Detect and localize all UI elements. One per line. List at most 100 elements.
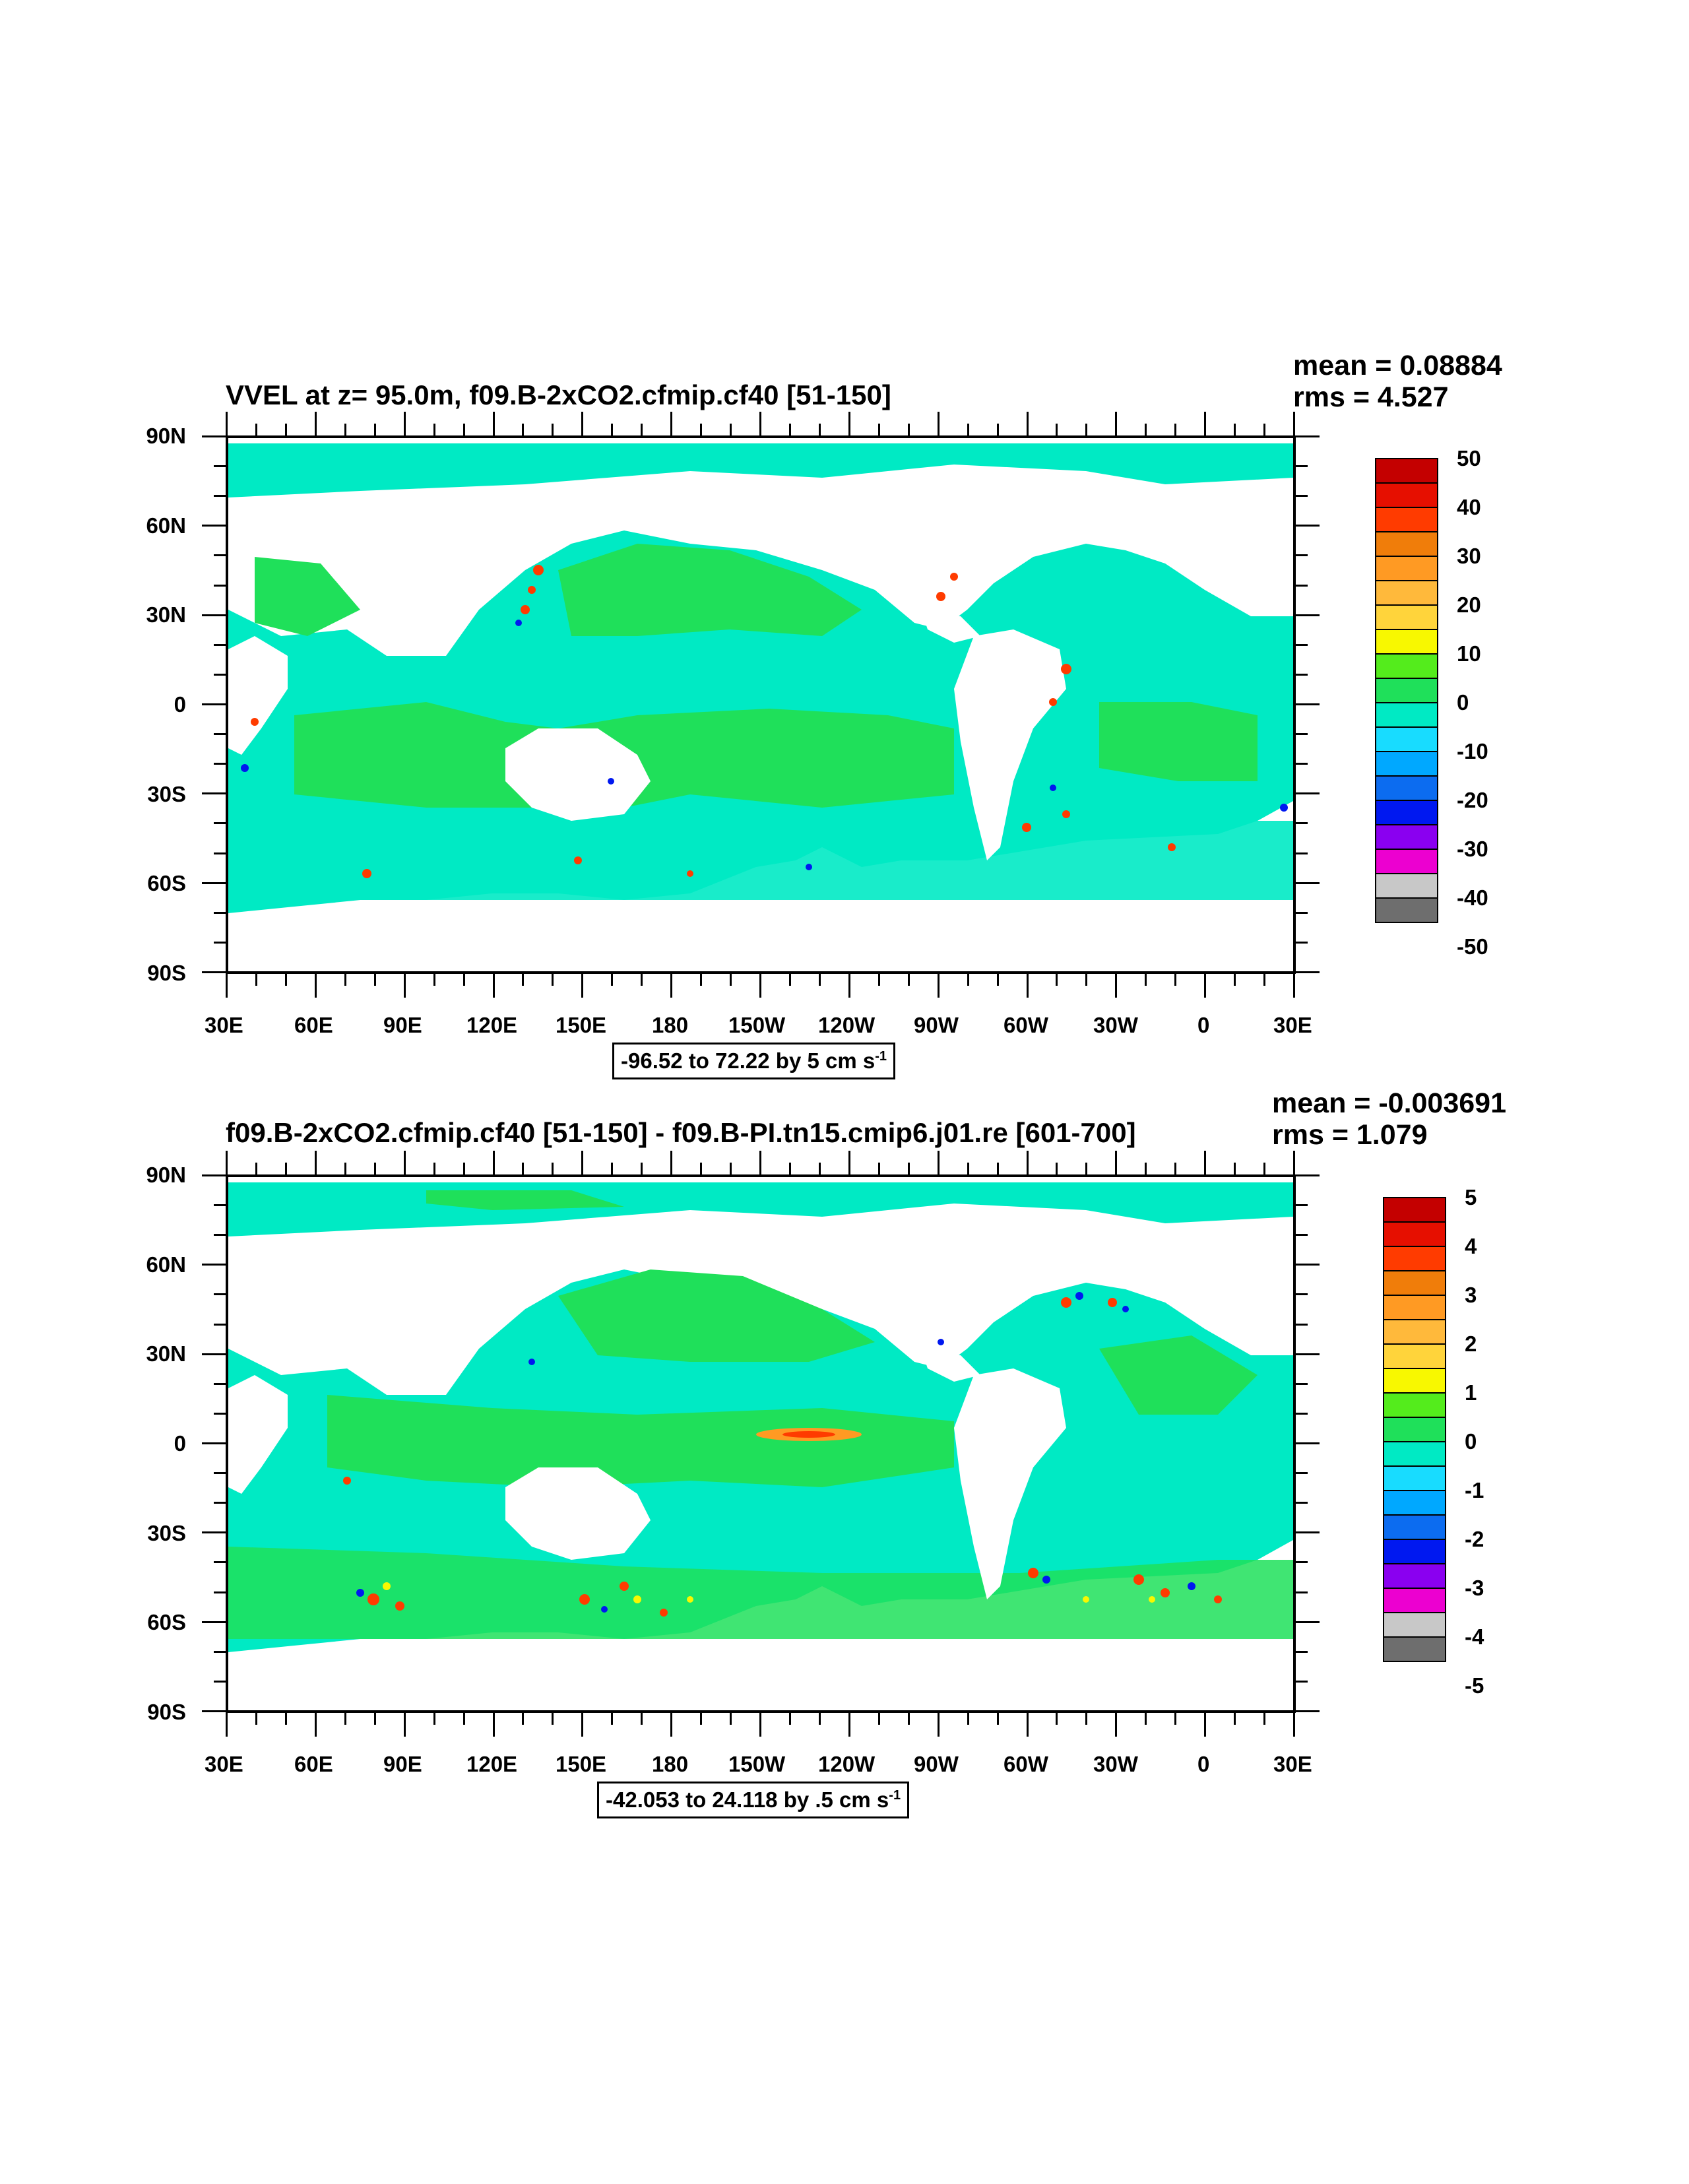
axis-tick: [1085, 1163, 1088, 1174]
axis-tick: [226, 412, 228, 435]
panel2-lon-label: 30E: [205, 1752, 243, 1776]
axis-tick: [403, 1713, 406, 1737]
axis-tick: [877, 1713, 880, 1725]
panel2-lon-label: 30W: [1093, 1752, 1138, 1776]
colorbar-label: -1: [1465, 1478, 1484, 1502]
axis-tick: [1296, 1382, 1308, 1385]
axis-tick: [202, 614, 226, 616]
colorbar-label: 50: [1457, 446, 1481, 470]
axis-tick: [226, 974, 228, 998]
panel2-lon-label: 90E: [383, 1752, 422, 1776]
colorbar-swatch: [1383, 1295, 1446, 1320]
colorbar-label: 40: [1457, 495, 1481, 519]
colorbar-label: -10: [1457, 739, 1488, 763]
panel1-lon-label: 30W: [1093, 1013, 1138, 1037]
colorbar-swatch: [1383, 1612, 1446, 1638]
panel2-lat-label: 0: [174, 1431, 186, 1456]
panel1-lat-label: 90S: [147, 961, 186, 985]
axis-tick: [214, 1382, 226, 1385]
axis-tick: [1174, 1163, 1177, 1174]
axis-tick: [848, 412, 850, 435]
axis-tick: [759, 412, 761, 435]
axis-tick: [202, 1353, 226, 1355]
panel1-lon-label: 180: [652, 1013, 689, 1037]
colorbar-swatch: [1375, 873, 1438, 899]
axis-tick: [214, 1561, 226, 1564]
axis-tick: [214, 554, 226, 557]
axis-tick: [214, 1502, 226, 1504]
axis-tick: [670, 1151, 673, 1174]
colorbar-swatch: [1375, 897, 1438, 923]
axis-tick: [202, 1531, 226, 1534]
colorbar-swatch: [1375, 775, 1438, 801]
panel2-lon-label: 120E: [466, 1752, 518, 1776]
axis-tick: [700, 974, 703, 986]
axis-tick: [373, 1163, 376, 1174]
panel2-lon-label: 180: [652, 1752, 689, 1776]
axis-tick: [967, 974, 969, 986]
panel1-mean: mean = 0.08884: [1293, 350, 1502, 381]
axis-tick: [700, 1713, 703, 1725]
panel2-lat-label: 30S: [147, 1521, 186, 1545]
colorbar-swatch: [1375, 604, 1438, 630]
panel1-map-field: [228, 438, 1293, 971]
axis-tick: [1296, 643, 1308, 646]
colorbar-swatch: [1383, 1319, 1446, 1345]
axis-tick: [1296, 1204, 1308, 1207]
axis-tick: [730, 1713, 732, 1725]
colorbar-swatch: [1383, 1246, 1446, 1271]
axis-tick: [1296, 614, 1320, 616]
axis-tick: [1115, 1713, 1118, 1737]
axis-tick: [581, 412, 584, 435]
axis-tick: [373, 424, 376, 435]
axis-tick: [611, 1163, 614, 1174]
colorbar-label: -20: [1457, 788, 1488, 812]
axis-tick: [202, 1710, 226, 1712]
axis-tick: [788, 1713, 791, 1725]
axis-tick: [1296, 1502, 1308, 1504]
axis-tick: [1296, 1353, 1320, 1355]
axis-tick: [1204, 412, 1207, 435]
axis-tick: [214, 911, 226, 914]
axis-tick: [581, 1151, 584, 1174]
colorbar-swatch: [1375, 824, 1438, 850]
axis-tick: [818, 1163, 821, 1174]
colorbar-swatch: [1383, 1636, 1446, 1662]
axis-tick: [492, 1151, 495, 1174]
axis-tick: [202, 792, 226, 795]
colorbar-swatch: [1383, 1417, 1446, 1442]
axis-tick: [344, 424, 346, 435]
axis-tick: [1263, 974, 1266, 986]
axis-tick: [1293, 974, 1295, 998]
colorbar-swatch: [1375, 702, 1438, 728]
axis-tick: [214, 822, 226, 825]
colorbar-swatch: [1375, 678, 1438, 703]
colorbar-swatch: [1383, 1270, 1446, 1296]
axis-tick: [202, 525, 226, 527]
axis-tick: [433, 1163, 435, 1174]
axis-tick: [214, 1591, 226, 1593]
colorbar-swatch: [1375, 751, 1438, 777]
colorbar-label: 5: [1465, 1185, 1477, 1209]
axis-tick: [907, 1163, 910, 1174]
panel2-lon-label: 90W: [914, 1752, 959, 1776]
axis-tick: [433, 424, 435, 435]
axis-tick: [611, 974, 614, 986]
colorbar-swatch: [1383, 1221, 1446, 1247]
axis-tick: [937, 1151, 940, 1174]
panel1-contour-range: -96.52 to 72.22 by 5 cm s-1: [612, 1043, 896, 1079]
colorbar-swatch: [1375, 507, 1438, 532]
axis-tick: [730, 424, 732, 435]
colorbar-label: 2: [1465, 1332, 1477, 1356]
axis-tick: [462, 424, 465, 435]
axis-tick: [433, 974, 435, 986]
panel2-range-text: -42.053 to 24.118 by .5 cm s: [606, 1787, 889, 1812]
axis-tick: [214, 1472, 226, 1475]
axis-tick: [996, 974, 999, 986]
axis-tick: [1085, 974, 1088, 986]
axis-tick: [255, 974, 257, 986]
axis-tick: [877, 424, 880, 435]
axis-tick: [1296, 495, 1308, 498]
axis-tick: [214, 584, 226, 587]
panel1-lat-label: 60N: [146, 513, 186, 538]
